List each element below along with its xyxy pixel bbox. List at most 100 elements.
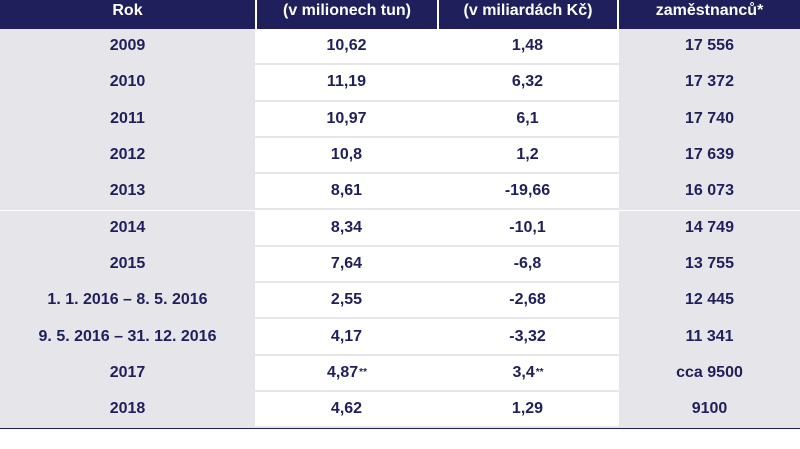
cell-employees: cca 9500 (619, 355, 800, 390)
cell-output-value: 2,55 (330, 291, 363, 309)
cell-result-value: -3,32 (509, 327, 546, 345)
header-employees-label: zaměstnanců* (655, 2, 764, 19)
cell-employees-value: 17 372 (685, 73, 734, 91)
row-separator (0, 244, 800, 247)
cell-employees: 17 740 (619, 101, 800, 136)
cell-employees-value: 9100 (691, 400, 728, 418)
cell-employees-value: 11 341 (685, 327, 734, 345)
row-separator (0, 135, 800, 138)
cell-result-value: -6,8 (513, 254, 542, 272)
cell-result: 6,1 (439, 101, 617, 136)
cell-output-value: 8,34 (330, 218, 363, 236)
cell-year: 2012 (0, 137, 255, 173)
table-row: 1. 1. 2016 – 8. 5. 2016 2,55 -2,68 12 445 (0, 283, 800, 320)
cell-year-value: 1. 1. 2016 – 8. 5. 2016 (47, 291, 208, 309)
cell-result: 1,48 (439, 29, 617, 64)
header-employees: zaměstnanců* (619, 0, 800, 29)
table-row: 2018 4,62 1,29 9100 (0, 392, 800, 429)
header-output-label: (v milionech tun) (283, 2, 411, 19)
header-divider (437, 0, 439, 29)
cell-output: 4,62 (257, 392, 437, 427)
row-separator (0, 317, 800, 320)
cell-employees-value: 17 639 (685, 146, 734, 164)
cell-year: 2011 (0, 101, 255, 136)
cell-employees-value: 12 445 (685, 291, 734, 309)
header-year: Rok (0, 0, 255, 29)
table-row: 2010 11,19 6,32 17 372 (0, 65, 800, 102)
cell-result-value: 6,32 (511, 73, 544, 91)
cell-employees: 17 639 (619, 137, 800, 173)
cell-result-value: 1,29 (511, 400, 544, 418)
cell-result: -6,8 (439, 246, 617, 282)
cell-result: -10,1 (439, 210, 617, 245)
table-header-row: Rok (v milionech tun) (v miliardách Kč) … (0, 0, 800, 29)
cell-result: 3,4 ** (439, 355, 617, 390)
cell-year-value: 9. 5. 2016 – 31. 12. 2016 (38, 327, 217, 345)
cell-output: 8,61 (257, 174, 437, 209)
cell-employees-value: 13 755 (685, 254, 734, 272)
table-row: 2015 7,64 -6,8 13 755 (0, 246, 800, 284)
header-divider (617, 0, 619, 29)
cell-result-value: 3,4 (512, 363, 535, 381)
row-separator (0, 99, 800, 102)
cell-employees: 13 755 (619, 246, 800, 282)
cell-year: 2010 (0, 65, 255, 100)
cell-employees: 17 372 (619, 65, 800, 100)
cell-employees: 12 445 (619, 283, 800, 318)
cell-year: 2018 (0, 392, 255, 427)
cell-output-value: 7,64 (330, 254, 363, 272)
cell-result-value: -2,68 (509, 291, 546, 309)
row-separator (0, 353, 800, 356)
cell-year: 2015 (0, 246, 255, 282)
cell-result-value: 6,1 (516, 109, 539, 127)
cell-employees: 14 749 (619, 210, 800, 245)
cell-year-value: 2010 (109, 73, 146, 91)
row-separator (0, 389, 800, 392)
cell-result-value: -10,1 (509, 218, 546, 236)
cell-output: 2,55 (257, 283, 437, 318)
cell-output-value: 11,19 (326, 73, 367, 91)
cell-employees: 17 556 (619, 29, 800, 64)
cell-output: 4,17 (257, 319, 437, 354)
cell-employees: 16 073 (619, 174, 800, 209)
cell-result: -2,68 (439, 283, 617, 318)
cell-output: 10,8 (257, 137, 437, 173)
cell-output-value: 4,62 (330, 400, 363, 418)
cell-employees: 11 341 (619, 319, 800, 354)
header-result: (v miliardách Kč) (439, 0, 617, 29)
table-row: 2009 10,62 1,48 17 556 (0, 29, 800, 66)
cell-year-value: 2009 (109, 37, 146, 55)
cell-output-value: 4,17 (330, 327, 363, 345)
row-separator (0, 208, 800, 211)
cell-output-value: 8,61 (330, 182, 363, 200)
cell-result-footnote-mark: ** (535, 367, 544, 379)
table-row: 2012 10,8 1,2 17 639 (0, 137, 800, 175)
cell-year-value: 2011 (110, 109, 145, 127)
cell-year: 2017 (0, 355, 255, 390)
cell-result: 6,32 (439, 65, 617, 100)
cell-year-value: 2012 (109, 146, 146, 164)
cell-year: 9. 5. 2016 – 31. 12. 2016 (0, 319, 255, 354)
cell-year: 1. 1. 2016 – 8. 5. 2016 (0, 283, 255, 318)
row-separator (0, 172, 800, 175)
cell-output: 11,19 (257, 65, 437, 100)
cell-output-value: 10,62 (326, 37, 367, 55)
cell-year-value: 2014 (109, 218, 146, 236)
header-year-label: Rok (112, 2, 143, 19)
cell-output: 8,34 (257, 210, 437, 245)
cell-output-value: 10,97 (326, 109, 367, 127)
cell-year-value: 2018 (109, 400, 146, 418)
table-row: 2014 8,34 -10,1 14 749 (0, 210, 800, 247)
cell-result-value: 1,2 (516, 146, 539, 164)
cell-output-value: 4,87 (327, 363, 359, 381)
cell-year-value: 2017 (109, 363, 146, 381)
table-row: 2017 4,87 ** 3,4 ** cca 9500 (0, 355, 800, 392)
row-separator (0, 63, 800, 66)
cell-result: 1,2 (439, 137, 617, 173)
cell-year: 2009 (0, 29, 255, 64)
cell-employees-value: cca 9500 (676, 363, 743, 381)
cell-year: 2014 (0, 210, 255, 245)
cell-output: 4,87 ** (257, 355, 437, 390)
cell-output-value: 10,8 (330, 146, 363, 164)
cell-output: 10,62 (257, 29, 437, 64)
